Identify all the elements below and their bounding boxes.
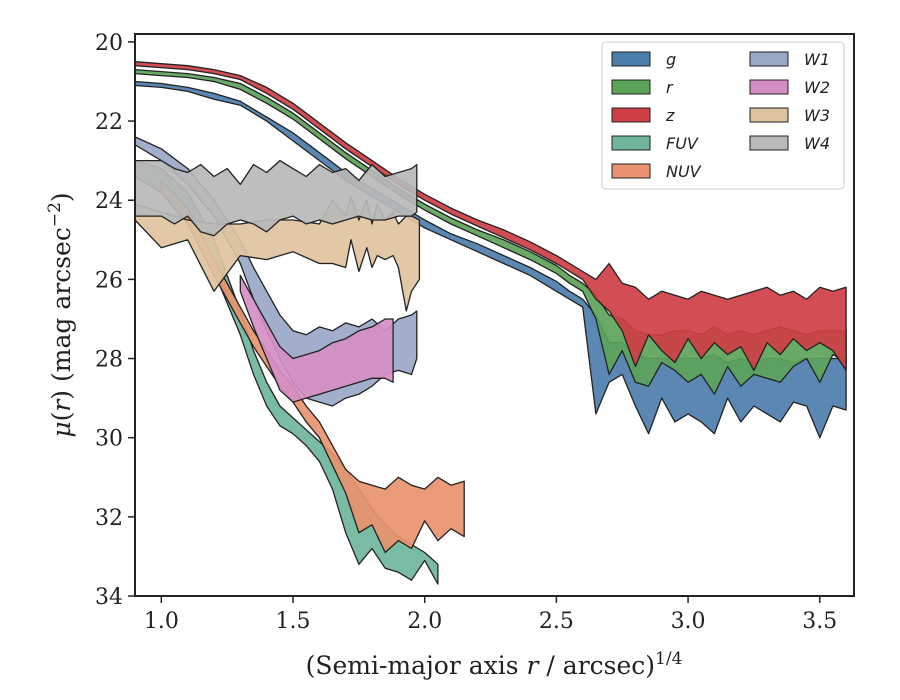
x-axis: 1.0 1.5 2.0 2.5 3.0 3.5 <box>144 596 837 634</box>
y-tick-label: 22 <box>95 110 123 135</box>
y-tick-label: 28 <box>95 348 123 373</box>
y-axis: 20 22 24 26 28 30 32 34 <box>95 31 135 610</box>
y-axis-label: μ(r) (mag arcsec−2) <box>45 192 76 437</box>
legend-label-w4: W4 <box>804 134 830 153</box>
band-g <box>135 80 847 439</box>
legend-label-g: g <box>666 50 676 69</box>
legend-swatch-fuv <box>611 135 651 151</box>
x-tick-label: 3.0 <box>671 609 706 634</box>
legend-label-nuv: NUV <box>666 162 702 181</box>
legend-label-w1: W1 <box>804 50 830 69</box>
y-tick-label: 34 <box>95 585 123 610</box>
legend-swatch-r <box>611 79 651 95</box>
legend-swatch-z <box>611 107 651 123</box>
x-axis-label: (Semi-major axis r / arcsec)1/4 <box>306 649 683 680</box>
legend-label-fuv: FUV <box>666 134 699 153</box>
band-w2 <box>239 274 394 403</box>
legend-swatch-g <box>611 51 651 67</box>
legend-label-w2: W2 <box>804 78 830 97</box>
band-fuv <box>135 159 439 585</box>
legend-frame <box>601 41 845 190</box>
band-z <box>135 61 847 372</box>
legend-label-w3: W3 <box>804 106 830 125</box>
legend-label-z: z <box>665 106 675 125</box>
profile-bands <box>135 61 847 585</box>
legend: grz FUV NUV W1 W2 W3 W4 <box>601 41 845 190</box>
legend-swatch-w1 <box>749 51 789 67</box>
legend-swatch-nuv <box>611 163 651 179</box>
y-tick-label: 20 <box>95 31 123 56</box>
plot-frame <box>134 33 855 597</box>
legend-swatch-w4 <box>749 135 789 151</box>
x-tick-label: 3.5 <box>802 609 837 634</box>
x-tick-label: 2.5 <box>539 609 574 634</box>
band-w4 <box>135 159 418 237</box>
legend-swatch-w2 <box>749 79 789 95</box>
y-tick-label: 30 <box>95 427 123 452</box>
y-tick-label: 32 <box>95 506 123 531</box>
x-tick-label: 1.0 <box>144 609 179 634</box>
legend-swatch-w3 <box>749 107 789 123</box>
legend-label-r: r <box>666 78 674 97</box>
y-tick-label: 26 <box>95 268 123 293</box>
x-tick-label: 2.0 <box>407 609 442 634</box>
y-tick-label: 24 <box>95 189 123 214</box>
x-tick-label: 1.5 <box>276 609 311 634</box>
